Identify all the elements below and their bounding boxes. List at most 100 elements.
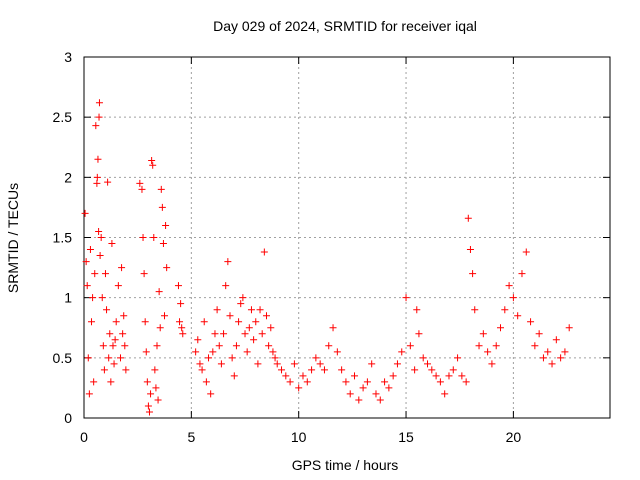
data-point	[114, 282, 122, 290]
data-point	[252, 318, 260, 326]
data-point	[120, 312, 128, 320]
data-point	[151, 366, 159, 374]
data-point	[103, 306, 111, 314]
data-point	[308, 366, 316, 374]
data-point	[488, 360, 496, 368]
data-point	[84, 354, 92, 362]
y-tick-label: 2	[64, 169, 72, 185]
data-point	[351, 372, 359, 380]
data-point	[200, 318, 208, 326]
data-point	[157, 185, 165, 193]
data-point	[215, 342, 223, 350]
data-point	[432, 372, 440, 380]
data-point	[258, 330, 266, 338]
data-point	[449, 366, 457, 374]
data-point	[88, 318, 96, 326]
data-point	[105, 354, 113, 362]
data-point	[207, 390, 215, 398]
y-tick-label: 3	[64, 49, 72, 65]
grid-lines	[84, 57, 610, 418]
data-point	[122, 366, 130, 374]
data-point	[149, 161, 157, 169]
data-point	[501, 306, 509, 314]
data-point	[325, 342, 333, 350]
data-point	[278, 366, 286, 374]
data-point	[159, 240, 167, 248]
data-point	[145, 408, 153, 416]
data-point	[239, 294, 247, 302]
data-point	[466, 246, 474, 254]
data-point	[83, 282, 91, 290]
data-point	[93, 173, 101, 181]
data-point	[150, 234, 158, 241]
data-point	[372, 390, 380, 398]
data-point	[138, 185, 146, 193]
data-points	[81, 99, 573, 416]
data-point	[154, 396, 162, 404]
data-point	[269, 348, 277, 356]
data-point	[464, 214, 472, 222]
data-point	[176, 318, 184, 326]
data-point	[333, 348, 341, 356]
data-point	[104, 178, 112, 186]
data-point	[99, 342, 107, 350]
data-point	[368, 360, 376, 368]
data-point	[198, 366, 206, 374]
data-point	[316, 360, 324, 368]
data-point	[235, 318, 243, 326]
data-point	[101, 270, 109, 278]
data-point	[205, 354, 213, 362]
data-point	[385, 384, 393, 392]
data-point	[402, 294, 410, 302]
x-axis-label: GPS time / hours	[292, 457, 399, 473]
data-point	[303, 378, 311, 386]
data-point	[320, 366, 328, 374]
data-point	[295, 384, 303, 392]
data-point	[95, 227, 103, 235]
data-point	[531, 342, 539, 350]
data-point	[89, 294, 97, 302]
data-point	[86, 246, 94, 254]
data-point	[544, 348, 552, 356]
data-point	[202, 378, 210, 386]
data-point	[108, 240, 116, 248]
data-point	[121, 342, 129, 350]
data-point	[82, 258, 90, 266]
data-point	[406, 342, 414, 350]
data-point	[148, 156, 156, 164]
data-point	[428, 366, 436, 374]
data-point	[162, 221, 170, 229]
data-point	[552, 336, 560, 344]
data-point	[355, 396, 363, 404]
data-point	[141, 318, 149, 326]
data-point	[179, 330, 187, 338]
data-point	[359, 384, 367, 392]
data-point	[522, 248, 530, 256]
data-point	[196, 360, 204, 368]
data-point	[479, 330, 487, 338]
data-point	[565, 324, 573, 332]
y-tick-label: 0.5	[53, 350, 73, 366]
data-point	[107, 378, 115, 386]
data-point	[158, 203, 166, 211]
y-tick-label: 1.5	[53, 230, 73, 246]
data-point	[109, 342, 117, 350]
data-point	[95, 99, 103, 107]
data-point	[254, 360, 262, 368]
data-point	[398, 348, 406, 356]
data-point	[329, 324, 337, 332]
data-point	[413, 306, 421, 314]
x-tick-label: 10	[291, 429, 307, 445]
data-point	[136, 179, 144, 187]
data-point	[111, 336, 119, 344]
data-point	[152, 384, 160, 392]
data-point	[155, 288, 163, 296]
data-point	[424, 360, 432, 368]
data-point	[535, 330, 543, 338]
data-point	[393, 360, 401, 368]
data-point	[492, 342, 500, 350]
data-point	[282, 372, 290, 380]
data-point	[237, 300, 245, 308]
data-point	[241, 330, 249, 338]
data-point	[462, 378, 470, 386]
